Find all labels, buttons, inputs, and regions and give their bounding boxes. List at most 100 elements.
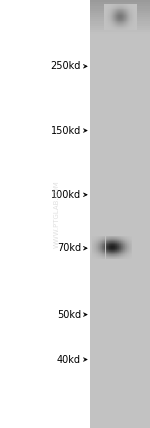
Bar	[112, 248, 113, 249]
Bar	[98, 238, 99, 239]
Bar	[124, 13, 125, 14]
Bar	[124, 8, 125, 9]
Bar	[102, 257, 103, 258]
Bar	[108, 17, 109, 18]
Bar	[129, 19, 130, 20]
Bar	[106, 243, 107, 244]
Bar	[110, 258, 111, 259]
Bar	[128, 26, 129, 27]
Bar	[111, 254, 112, 255]
Bar	[90, 81, 150, 83]
Bar	[123, 25, 124, 26]
Bar	[114, 247, 115, 248]
Bar	[110, 253, 111, 254]
Bar	[114, 7, 115, 8]
Bar	[104, 9, 105, 10]
Bar	[118, 9, 119, 10]
Bar	[124, 242, 125, 243]
Bar	[94, 253, 95, 254]
Bar	[108, 247, 109, 248]
Bar	[128, 235, 129, 236]
Bar	[93, 257, 94, 258]
Bar	[127, 239, 128, 240]
Bar	[90, 409, 150, 411]
Bar	[113, 7, 114, 8]
Bar	[121, 240, 122, 241]
Bar	[90, 342, 150, 345]
Bar	[129, 240, 130, 241]
Bar	[125, 6, 126, 7]
Bar	[122, 11, 123, 12]
Text: 40kd: 40kd	[57, 354, 81, 365]
Bar	[105, 9, 106, 10]
Bar	[116, 24, 117, 25]
Bar	[90, 379, 150, 381]
Bar	[95, 235, 96, 236]
Bar	[104, 249, 105, 250]
Bar	[104, 22, 105, 23]
Bar	[114, 251, 115, 252]
Bar	[134, 20, 135, 21]
Bar	[113, 258, 114, 259]
Bar	[104, 8, 105, 9]
Bar	[109, 239, 110, 240]
Bar	[90, 156, 150, 158]
Bar	[118, 22, 119, 23]
Bar	[127, 253, 128, 254]
Bar	[110, 18, 111, 19]
Bar	[132, 6, 133, 7]
Bar	[90, 278, 150, 280]
Bar	[106, 238, 107, 239]
Bar	[123, 18, 124, 19]
Bar	[113, 25, 114, 26]
Bar	[102, 236, 103, 237]
Bar	[90, 377, 150, 379]
Bar	[122, 17, 123, 18]
Bar	[122, 237, 123, 238]
Bar	[122, 240, 123, 241]
Bar	[100, 252, 101, 253]
Bar	[111, 29, 112, 30]
Bar	[125, 18, 126, 19]
Bar	[90, 66, 150, 68]
Bar	[94, 251, 95, 252]
Bar	[106, 20, 107, 21]
Bar	[125, 13, 126, 14]
Bar	[130, 253, 131, 254]
Bar	[133, 24, 134, 25]
Bar	[130, 16, 131, 17]
Bar	[97, 255, 98, 256]
Bar	[110, 254, 111, 255]
Bar	[100, 250, 101, 251]
Bar	[132, 21, 133, 22]
Bar	[119, 23, 120, 24]
Bar	[108, 246, 109, 247]
Bar	[90, 34, 150, 36]
Bar	[118, 247, 119, 248]
Bar	[107, 249, 108, 250]
Bar	[113, 256, 114, 257]
Bar	[109, 5, 110, 6]
Bar	[128, 241, 129, 242]
Bar	[131, 242, 132, 243]
Bar	[121, 246, 122, 247]
Bar	[99, 236, 100, 237]
Bar	[99, 240, 100, 241]
Bar	[103, 256, 104, 257]
Bar	[113, 245, 114, 246]
Bar	[90, 109, 150, 111]
Bar	[98, 236, 99, 237]
Bar	[105, 246, 106, 247]
Bar	[107, 253, 108, 254]
Bar	[119, 250, 120, 251]
Bar	[115, 252, 116, 253]
Bar	[114, 252, 115, 253]
Bar	[133, 13, 134, 14]
Bar	[98, 241, 99, 242]
Bar	[95, 243, 96, 244]
Bar	[108, 239, 109, 240]
Bar	[106, 250, 107, 251]
Bar	[113, 242, 114, 243]
Bar	[90, 353, 150, 355]
Bar	[130, 252, 131, 253]
